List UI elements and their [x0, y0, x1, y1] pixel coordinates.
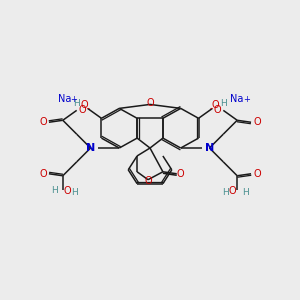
- Text: O: O: [79, 105, 86, 116]
- Text: O: O: [144, 176, 152, 186]
- Text: O: O: [253, 117, 261, 127]
- Text: H: H: [52, 186, 58, 195]
- Text: O: O: [146, 98, 154, 108]
- Text: H: H: [222, 188, 229, 197]
- Text: Na: Na: [58, 94, 71, 104]
- Text: H: H: [242, 188, 248, 197]
- Text: +: +: [70, 95, 77, 104]
- Text: H: H: [71, 188, 78, 197]
- Text: H: H: [220, 99, 227, 108]
- Text: O: O: [177, 169, 184, 179]
- Text: O: O: [228, 186, 236, 196]
- Text: H: H: [73, 99, 80, 108]
- Text: Na: Na: [230, 94, 244, 104]
- Text: N: N: [205, 143, 214, 153]
- Text: +: +: [243, 95, 250, 104]
- Text: O: O: [64, 186, 72, 196]
- Text: -: -: [210, 104, 213, 113]
- Text: O: O: [81, 100, 88, 110]
- Text: O: O: [253, 169, 261, 179]
- Text: O: O: [212, 100, 219, 110]
- Text: N: N: [86, 143, 95, 153]
- Text: O: O: [39, 169, 47, 179]
- Text: O: O: [214, 105, 221, 116]
- Text: O: O: [39, 117, 47, 127]
- Text: -: -: [87, 104, 90, 113]
